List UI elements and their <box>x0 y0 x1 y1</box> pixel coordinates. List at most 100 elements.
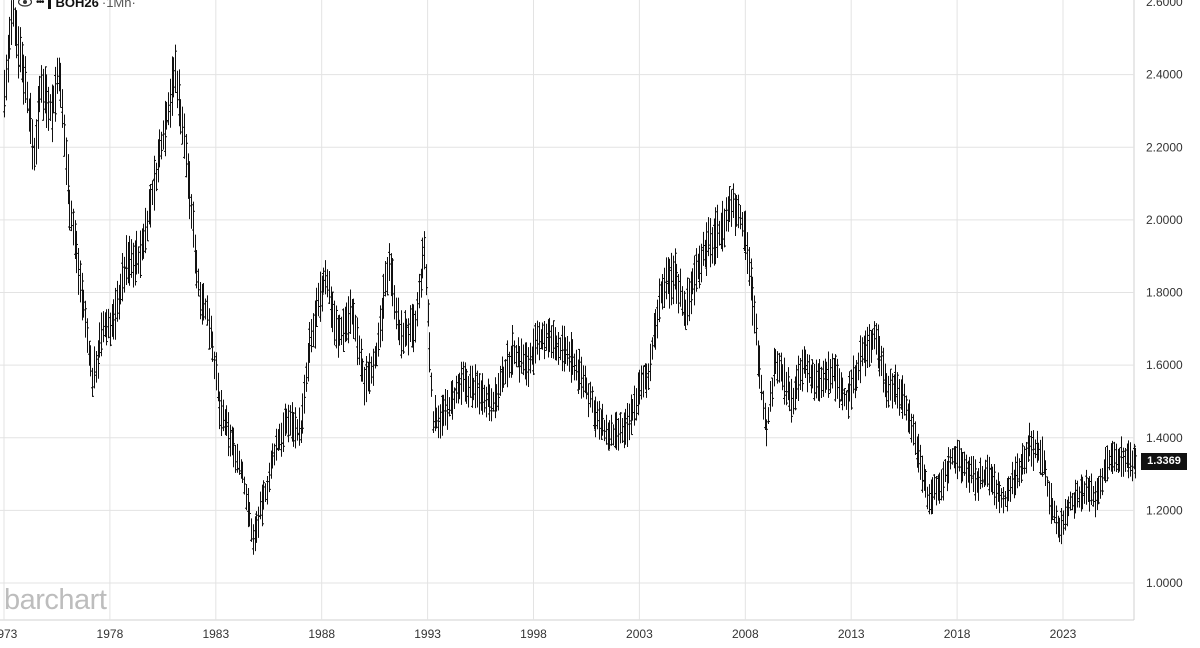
ohlc-bar <box>164 100 167 157</box>
ohlc-bar <box>723 208 726 248</box>
ohlc-bar <box>63 114 66 157</box>
ohlc-bar <box>241 461 244 483</box>
ohlc-bar <box>714 207 717 265</box>
ohlc-bar <box>3 69 6 118</box>
ohlc-bar <box>735 194 738 227</box>
ohlc-bar <box>1055 505 1058 535</box>
ohlc-bar <box>578 348 581 390</box>
ohlc-bar <box>123 256 126 293</box>
ohlc-bar <box>301 393 304 434</box>
ohlc-bar <box>1023 446 1026 475</box>
y-tick-label: 1.2000 <box>1146 503 1183 517</box>
ohlc-bar <box>794 376 797 411</box>
ohlc-bar <box>448 397 451 417</box>
ohlc-bar <box>112 299 115 340</box>
ohlc-bar <box>8 16 11 59</box>
ohlc-bar <box>386 256 389 296</box>
ohlc-bar <box>518 345 521 383</box>
ohlc-bar <box>961 451 964 482</box>
ohlc-bar <box>868 324 871 368</box>
ohlc-bar <box>363 366 366 406</box>
ohlc-bar <box>82 289 85 318</box>
ohlc-bar <box>857 352 860 381</box>
y-tick-label: 2.4000 <box>1146 68 1183 82</box>
ohlc-bar <box>134 240 137 286</box>
ohlc-bar <box>220 389 223 436</box>
ohlc-bar <box>361 358 364 382</box>
ohlc-bar <box>285 408 288 433</box>
ohlc-bar <box>1037 442 1040 461</box>
more-options-icon[interactable]: ••• <box>36 0 44 8</box>
ohlc-bar <box>24 56 27 103</box>
ohlc-bar <box>1108 450 1111 471</box>
ohlc-bar <box>40 65 43 103</box>
ohlc-bar <box>910 413 913 443</box>
ohlc-bar <box>1021 443 1024 475</box>
interval-label[interactable]: ·1Mn· <box>101 0 136 10</box>
ohlc-bar <box>1053 500 1056 524</box>
ohlc-bar <box>1051 498 1054 521</box>
ohlc-bar <box>317 282 320 317</box>
ohlc-bar <box>707 217 710 257</box>
ohlc-bar <box>202 282 205 321</box>
ohlc-bar <box>139 230 142 278</box>
ohlc-bar <box>160 131 163 160</box>
ohlc-bar <box>698 245 701 289</box>
eye-icon[interactable] <box>18 0 32 7</box>
ohlc-bar <box>153 155 156 211</box>
ohlc-bar <box>875 323 878 355</box>
x-tick-label: 1978 <box>97 627 124 641</box>
ohlc-bar <box>324 260 327 295</box>
ohlc-bar <box>981 465 984 488</box>
ohlc-bar <box>465 368 468 404</box>
ohlc-bar <box>744 210 747 261</box>
ohlc-bar <box>552 320 555 359</box>
ohlc-bar <box>1039 439 1042 475</box>
ohlc-bar <box>1067 496 1070 517</box>
ohlc-bar <box>1041 436 1044 477</box>
ohlc-bar <box>1011 461 1014 495</box>
ohlc-bar <box>368 353 371 395</box>
ohlc-bar <box>100 312 103 357</box>
ohlc-bar <box>137 246 140 274</box>
x-tick-label: 2008 <box>732 627 759 641</box>
ohlc-bar <box>1000 488 1003 508</box>
ohlc-bar <box>1120 436 1123 477</box>
symbol-label[interactable]: BOH26 <box>55 0 99 10</box>
ohlc-bar <box>1044 460 1047 486</box>
y-tick-label: 1.6000 <box>1146 358 1183 372</box>
ohlc-bar <box>988 456 991 496</box>
ohlc-bar <box>379 305 382 348</box>
ohlc-bar <box>1030 430 1033 467</box>
ohlc-bar <box>107 308 110 339</box>
ohlc-bar <box>485 386 488 418</box>
ohlc-bar <box>402 322 405 355</box>
ohlc-bar <box>799 358 802 390</box>
ohlc-bar <box>649 343 652 382</box>
ohlc-bar <box>695 248 698 292</box>
ohlc-bar <box>958 440 961 472</box>
ohlc-bar <box>801 349 804 392</box>
ohlc-bar <box>705 222 708 276</box>
ohlc-bar <box>340 316 343 345</box>
ohlc-bar <box>529 342 532 374</box>
ohlc-bar <box>412 304 415 353</box>
ohlc-bar <box>845 390 848 410</box>
ohlc-bar <box>345 302 348 342</box>
ohlc-bar <box>663 267 666 309</box>
ohlc-bar <box>354 314 357 342</box>
ohlc-bar <box>951 448 954 465</box>
ohlc-bar <box>1062 510 1065 535</box>
ohlc-bar <box>585 377 588 400</box>
ohlc-bar <box>861 337 864 367</box>
ohlc-bar <box>455 375 458 404</box>
ohlc-bar <box>605 414 608 445</box>
ohlc-bar <box>322 267 325 293</box>
ohlc-bar <box>377 322 380 357</box>
ohlc-bar <box>647 363 650 391</box>
ohlc-bar <box>670 252 673 306</box>
ohlc-bar <box>591 386 594 413</box>
ohlc-bar <box>508 351 511 378</box>
ohlc-bar <box>427 299 430 327</box>
ohlc-bar <box>102 311 105 343</box>
